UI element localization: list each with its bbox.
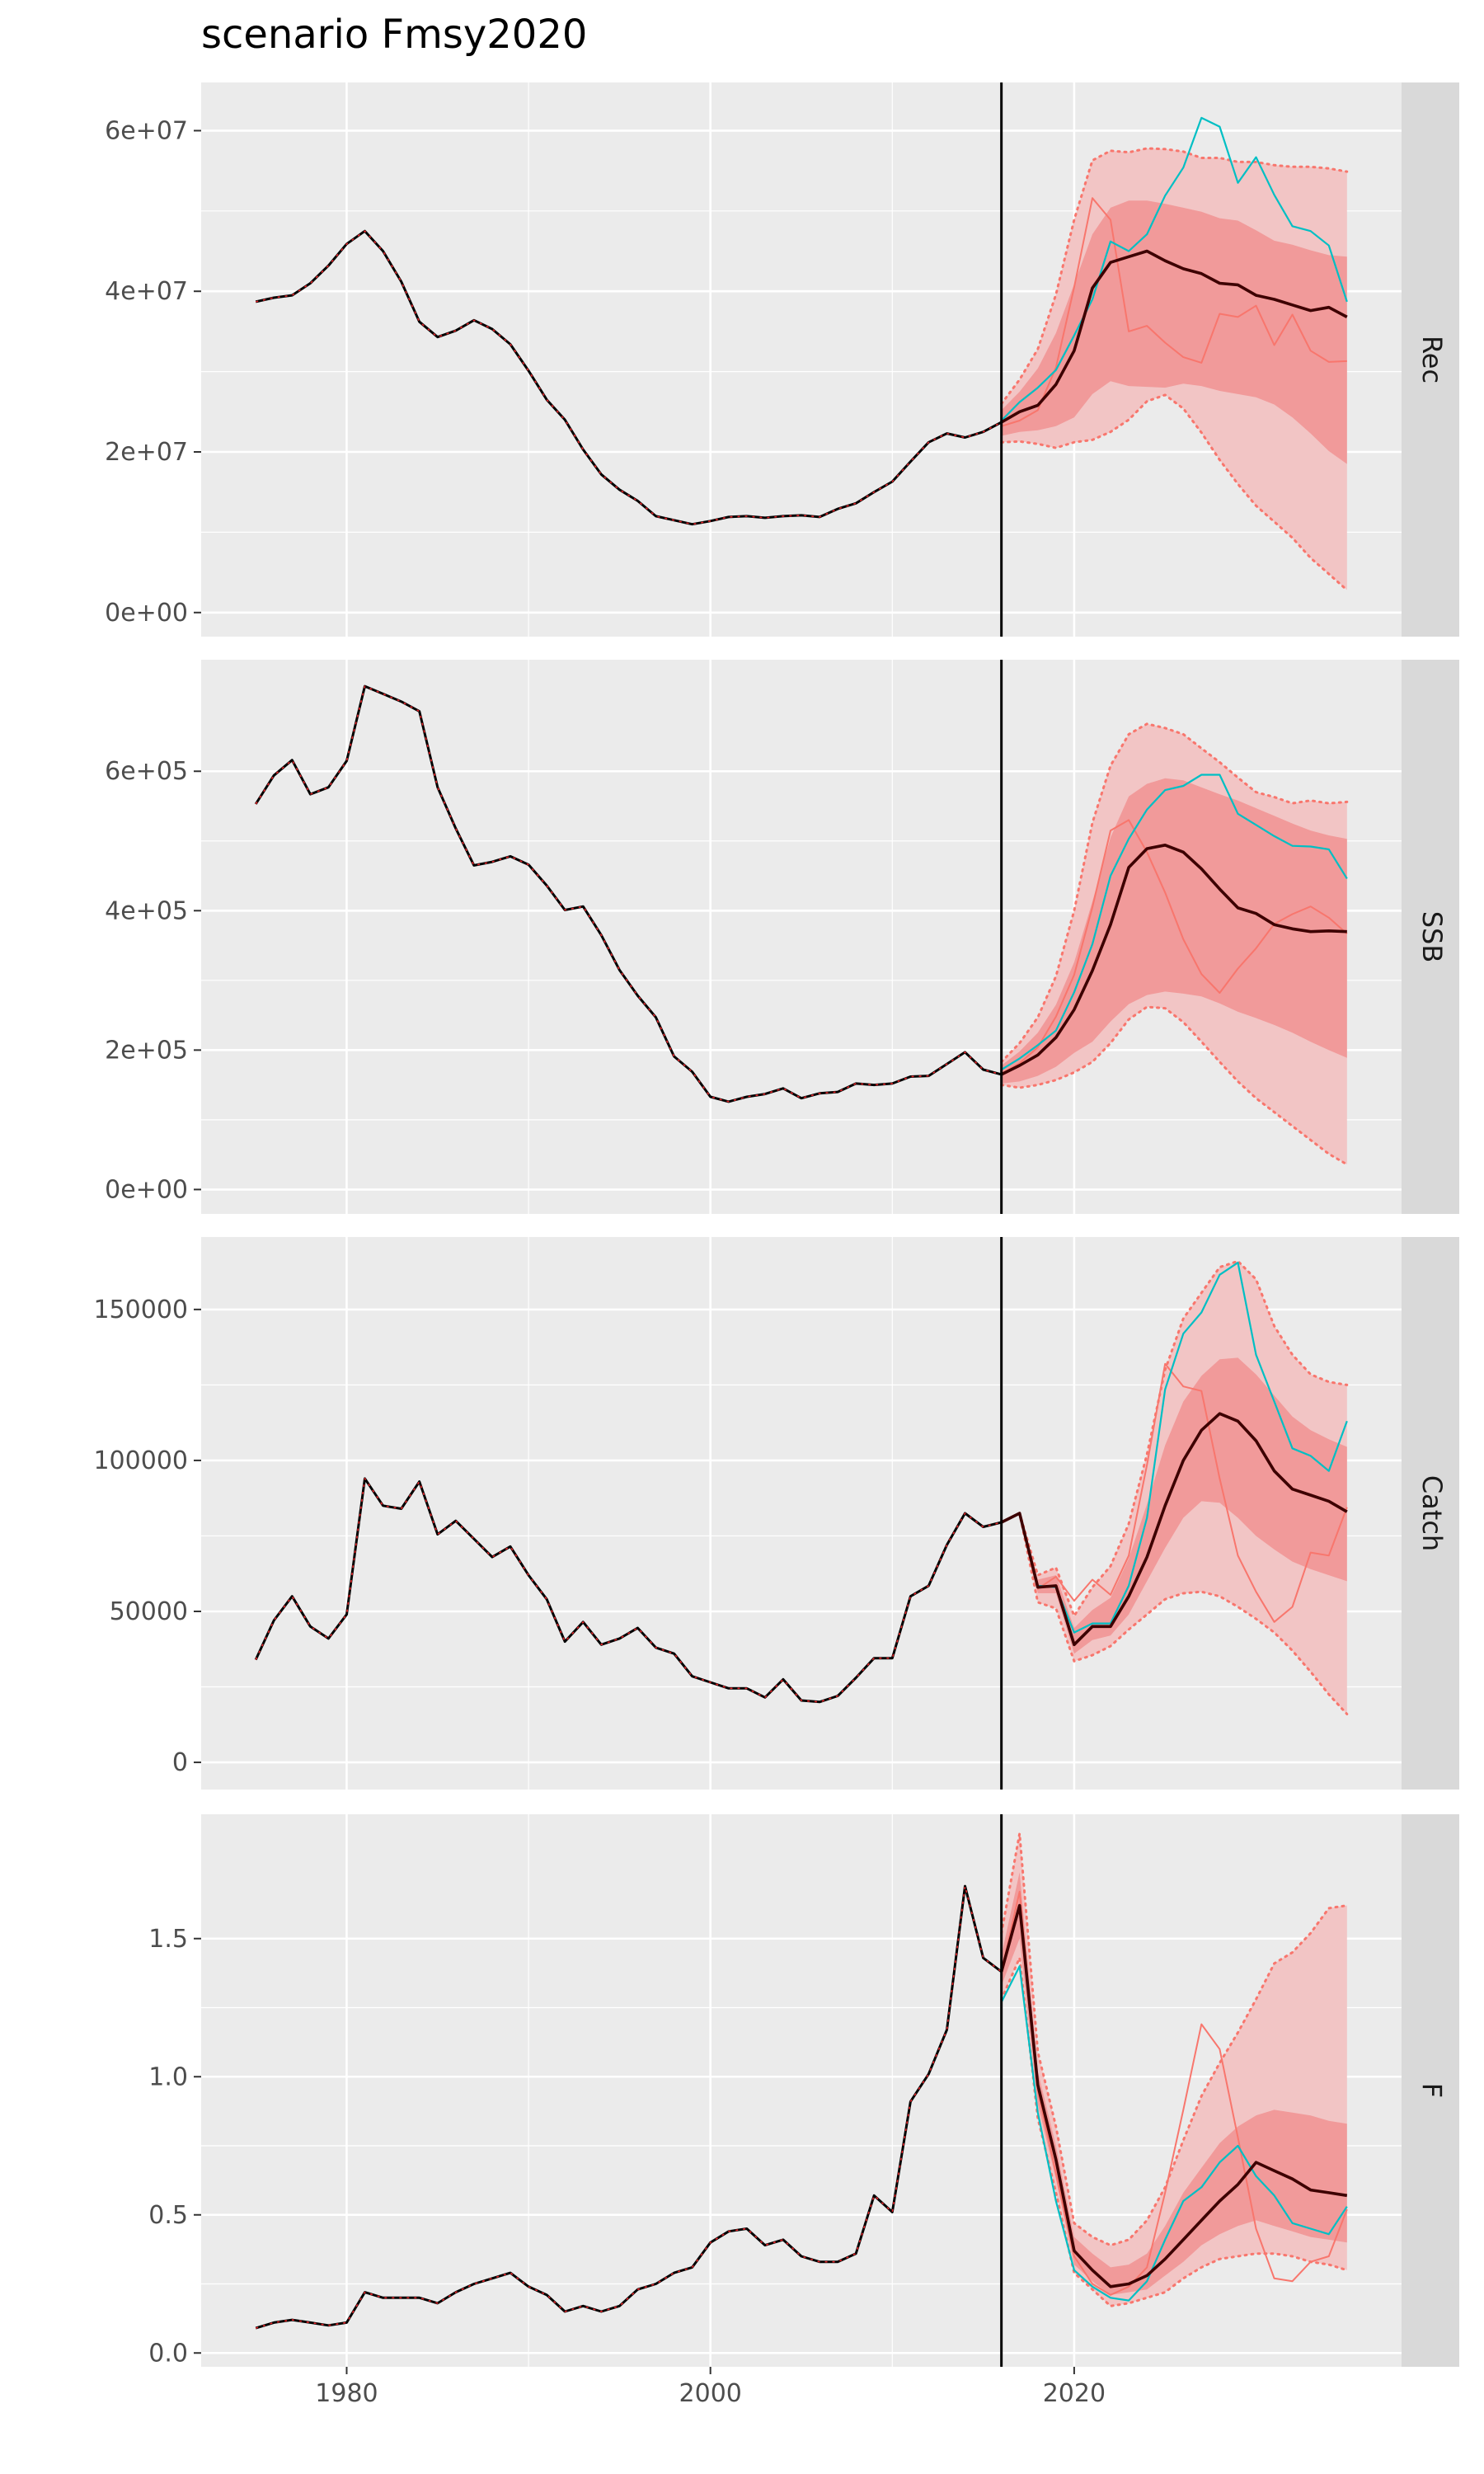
- band-inner: [1001, 1872, 1347, 2295]
- historical-dashed: [255, 1885, 1003, 2329]
- median-line: [1000, 249, 1348, 424]
- iteration-red: [1000, 1890, 1348, 2296]
- bound-lower: [1000, 393, 1349, 591]
- historical-dashed: [255, 685, 1002, 1103]
- facet-strip: [1402, 1814, 1459, 2367]
- y-tick-label: 0.0: [148, 2339, 188, 2368]
- chart-title: scenario Fmsy2020: [201, 12, 587, 58]
- y-tick-label: 2e+05: [105, 1036, 188, 1065]
- y-tick-label: 2e+07: [105, 438, 188, 467]
- iteration-teal: [1000, 1965, 1348, 2302]
- historical-dashed: [256, 230, 1003, 525]
- panel-background: [201, 1814, 1402, 2367]
- bound-lower: [1000, 1512, 1349, 1715]
- panels-group: 0e+00 2e+07 4e+07 6e+07 Rec 0e+00 2e+05 4e+05 6e…: [93, 82, 1459, 2368]
- facet-strip-label: Catch: [1416, 1475, 1448, 1551]
- iteration-teal: [1001, 774, 1348, 1070]
- facet-strip-label: F: [1416, 2083, 1448, 2098]
- facet-strip-label: SSB: [1416, 911, 1448, 963]
- iteration-red: [1001, 819, 1348, 1075]
- bound-upper: [1000, 1832, 1349, 2247]
- x-tick-label: 2020: [1043, 2379, 1106, 2408]
- y-tick-label: 0.5: [148, 2201, 188, 2230]
- panel-rec: 0e+00 2e+07 4e+07 6e+07 Rec: [105, 82, 1459, 637]
- y-tick-label: 150000: [93, 1296, 188, 1324]
- bound-upper: [1000, 722, 1349, 1064]
- bound-lower: [1000, 1005, 1349, 1166]
- bound-upper: [1000, 1259, 1349, 1617]
- median-line: [1000, 844, 1347, 1076]
- facet-strip: [1402, 1237, 1459, 1790]
- facet-strip: [1402, 82, 1459, 637]
- y-tick-label: 0e+00: [105, 1175, 188, 1204]
- y-tick-label: 4e+05: [105, 896, 188, 925]
- band-inner: [1001, 200, 1347, 464]
- y-tick-label: 50000: [110, 1597, 188, 1626]
- iteration-red: [1001, 197, 1347, 427]
- y-tick-label: 6e+05: [105, 757, 188, 786]
- panel-ssb: 0e+00 2e+05 4e+05 6e+05 SSB: [105, 660, 1459, 1214]
- y-tick-label: 0e+00: [105, 599, 188, 628]
- facet-strip: [1402, 660, 1459, 1214]
- x-tick-label: 2000: [679, 2379, 742, 2408]
- iteration-red: [1001, 1362, 1348, 1623]
- y-tick-label: 1.0: [148, 2062, 188, 2091]
- panel-f: 0.0 0.5 1.0 1.5 F: [148, 1814, 1459, 2368]
- median-line: [999, 1903, 1348, 2288]
- bound-lower: [1000, 1956, 1349, 2307]
- y-tick-label: 4e+07: [105, 277, 188, 306]
- iteration-teal: [1000, 116, 1348, 421]
- y-tick-label: 6e+07: [105, 116, 188, 145]
- y-tick-label: 1.5: [148, 1925, 188, 1954]
- panel-catch: 0 50000 100000 150000 Catch: [93, 1237, 1459, 1790]
- x-axis: 1980 2000 2020: [315, 2367, 1106, 2408]
- y-tick-label: 0: [172, 1748, 188, 1777]
- band-inner: [1001, 778, 1347, 1084]
- bound-upper: [1000, 147, 1349, 406]
- x-tick-label: 1980: [315, 2379, 378, 2408]
- median-line: [1000, 1412, 1348, 1647]
- facet-strip-label: Rec: [1416, 336, 1448, 383]
- historical-dashed: [255, 1478, 1002, 1703]
- band-inner: [1001, 1357, 1347, 1654]
- y-tick-label: 100000: [93, 1446, 188, 1475]
